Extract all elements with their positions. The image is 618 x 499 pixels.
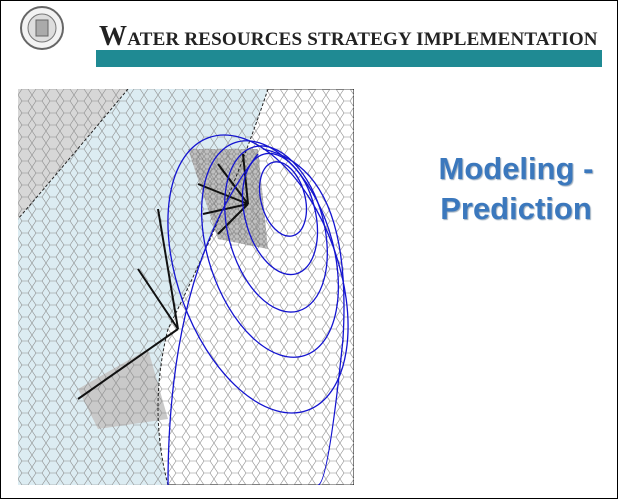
slide: WATER RESOURCES STRATEGY IMPLEMENTATION	[0, 0, 618, 499]
header-bar	[96, 50, 602, 67]
seal-logo	[19, 5, 65, 51]
header-title: WATER RESOURCES STRATEGY IMPLEMENTATION	[99, 21, 598, 53]
model-map	[18, 89, 354, 485]
slide-title-line: Prediction	[401, 191, 618, 227]
slide-title-line: Modeling -	[401, 151, 618, 187]
